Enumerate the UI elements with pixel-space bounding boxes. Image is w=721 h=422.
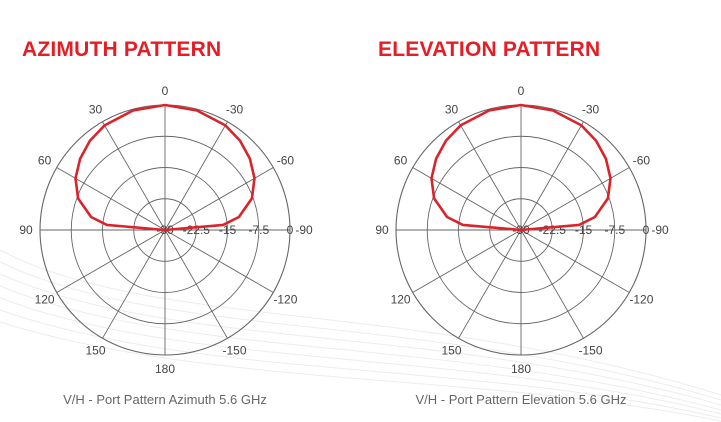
angle-label: 30 bbox=[89, 103, 103, 117]
grid-spoke bbox=[412, 167, 522, 231]
grid-spoke bbox=[164, 167, 274, 231]
pattern-trace bbox=[430, 103, 612, 232]
angle-label: 0 bbox=[518, 84, 525, 98]
grid-spoke bbox=[164, 121, 228, 231]
angle-label: -90 bbox=[651, 223, 669, 237]
angle-label: -120 bbox=[629, 293, 653, 307]
radial-tick-label: -7.5 bbox=[248, 223, 269, 237]
grid-spoke bbox=[56, 229, 166, 293]
grid-spoke bbox=[458, 121, 522, 231]
angle-label: 120 bbox=[391, 293, 411, 307]
grid-spoke bbox=[102, 121, 166, 231]
angle-label: 90 bbox=[19, 223, 33, 237]
angle-label: -120 bbox=[273, 293, 297, 307]
elevation-caption: V/H - Port Pattern Elevation 5.6 GHz bbox=[415, 392, 627, 407]
grid-spoke bbox=[520, 167, 630, 231]
radial-tick-label: -15 bbox=[575, 223, 593, 237]
radial-tick-label: -7.5 bbox=[604, 223, 625, 237]
angle-label: -150 bbox=[578, 343, 602, 357]
angle-label: 120 bbox=[35, 293, 55, 307]
elevation-panel: ELEVATION PATTERN 0 -30 -60 -90 -120 -150 180 1… bbox=[356, 0, 716, 422]
angle-label: 180 bbox=[155, 362, 175, 376]
azimuth-caption: V/H - Port Pattern Azimuth 5.6 GHz bbox=[63, 392, 267, 407]
angle-label: -150 bbox=[222, 343, 246, 357]
radial-tick-label: -15 bbox=[219, 223, 237, 237]
radial-tick-label: 0 bbox=[643, 223, 650, 237]
angle-label: 60 bbox=[394, 154, 408, 168]
angle-label: 60 bbox=[38, 154, 52, 168]
grid-spoke bbox=[102, 229, 166, 339]
grid-spoke bbox=[164, 229, 228, 339]
angle-label: -30 bbox=[226, 103, 244, 117]
grid-spoke bbox=[520, 229, 630, 293]
radial-tick-label: 0 bbox=[287, 223, 294, 237]
grid-spoke bbox=[164, 229, 274, 293]
grid-spoke bbox=[458, 229, 522, 339]
angle-label: -30 bbox=[582, 103, 600, 117]
angle-label: 90 bbox=[375, 223, 389, 237]
grid-spoke bbox=[56, 167, 166, 231]
angle-label: 150 bbox=[441, 343, 461, 357]
angle-label: 180 bbox=[511, 362, 531, 376]
pattern-trace bbox=[74, 103, 256, 232]
grid-spoke bbox=[412, 229, 522, 293]
angle-label: -60 bbox=[633, 154, 651, 168]
angle-label: -90 bbox=[295, 223, 313, 237]
angle-label: 150 bbox=[85, 343, 105, 357]
azimuth-panel: AZIMUTH PATTERN 0 -30 -60 -90 -120 -150 180 150… bbox=[0, 0, 360, 422]
grid-spoke bbox=[520, 121, 584, 231]
angle-label: 30 bbox=[445, 103, 459, 117]
elevation-title: ELEVATION PATTERN bbox=[378, 38, 601, 61]
angle-label: -60 bbox=[277, 154, 295, 168]
angle-label: 0 bbox=[162, 84, 169, 98]
azimuth-title: AZIMUTH PATTERN bbox=[22, 38, 222, 61]
grid-spoke bbox=[520, 229, 584, 339]
